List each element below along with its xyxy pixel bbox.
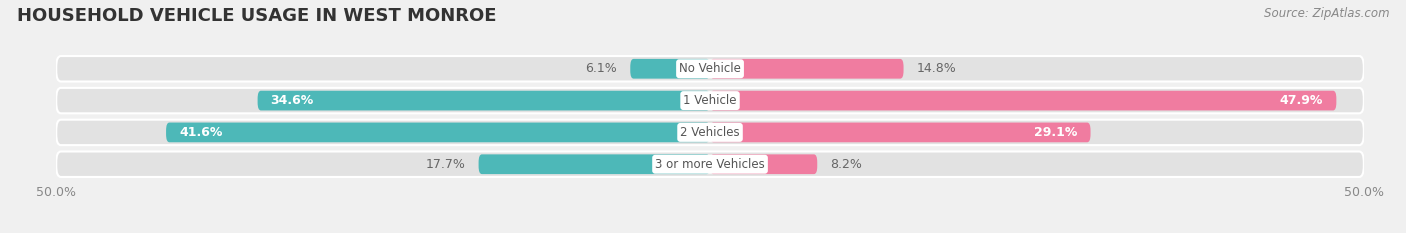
FancyBboxPatch shape xyxy=(710,123,1091,142)
Text: HOUSEHOLD VEHICLE USAGE IN WEST MONROE: HOUSEHOLD VEHICLE USAGE IN WEST MONROE xyxy=(17,7,496,25)
FancyBboxPatch shape xyxy=(710,59,904,79)
FancyBboxPatch shape xyxy=(56,151,1364,177)
Text: 41.6%: 41.6% xyxy=(179,126,222,139)
FancyBboxPatch shape xyxy=(710,154,817,174)
Text: No Vehicle: No Vehicle xyxy=(679,62,741,75)
Text: 34.6%: 34.6% xyxy=(271,94,314,107)
FancyBboxPatch shape xyxy=(56,88,1364,113)
FancyBboxPatch shape xyxy=(478,154,710,174)
Text: 14.8%: 14.8% xyxy=(917,62,956,75)
Text: 8.2%: 8.2% xyxy=(831,158,862,171)
Text: 29.1%: 29.1% xyxy=(1033,126,1077,139)
FancyBboxPatch shape xyxy=(56,120,1364,145)
Text: Source: ZipAtlas.com: Source: ZipAtlas.com xyxy=(1264,7,1389,20)
FancyBboxPatch shape xyxy=(56,56,1364,82)
FancyBboxPatch shape xyxy=(257,91,710,110)
Text: 17.7%: 17.7% xyxy=(426,158,465,171)
FancyBboxPatch shape xyxy=(630,59,710,79)
Text: 47.9%: 47.9% xyxy=(1279,94,1323,107)
FancyBboxPatch shape xyxy=(166,123,710,142)
Text: 6.1%: 6.1% xyxy=(585,62,617,75)
Text: 1 Vehicle: 1 Vehicle xyxy=(683,94,737,107)
Text: 2 Vehicles: 2 Vehicles xyxy=(681,126,740,139)
FancyBboxPatch shape xyxy=(710,91,1336,110)
Text: 3 or more Vehicles: 3 or more Vehicles xyxy=(655,158,765,171)
